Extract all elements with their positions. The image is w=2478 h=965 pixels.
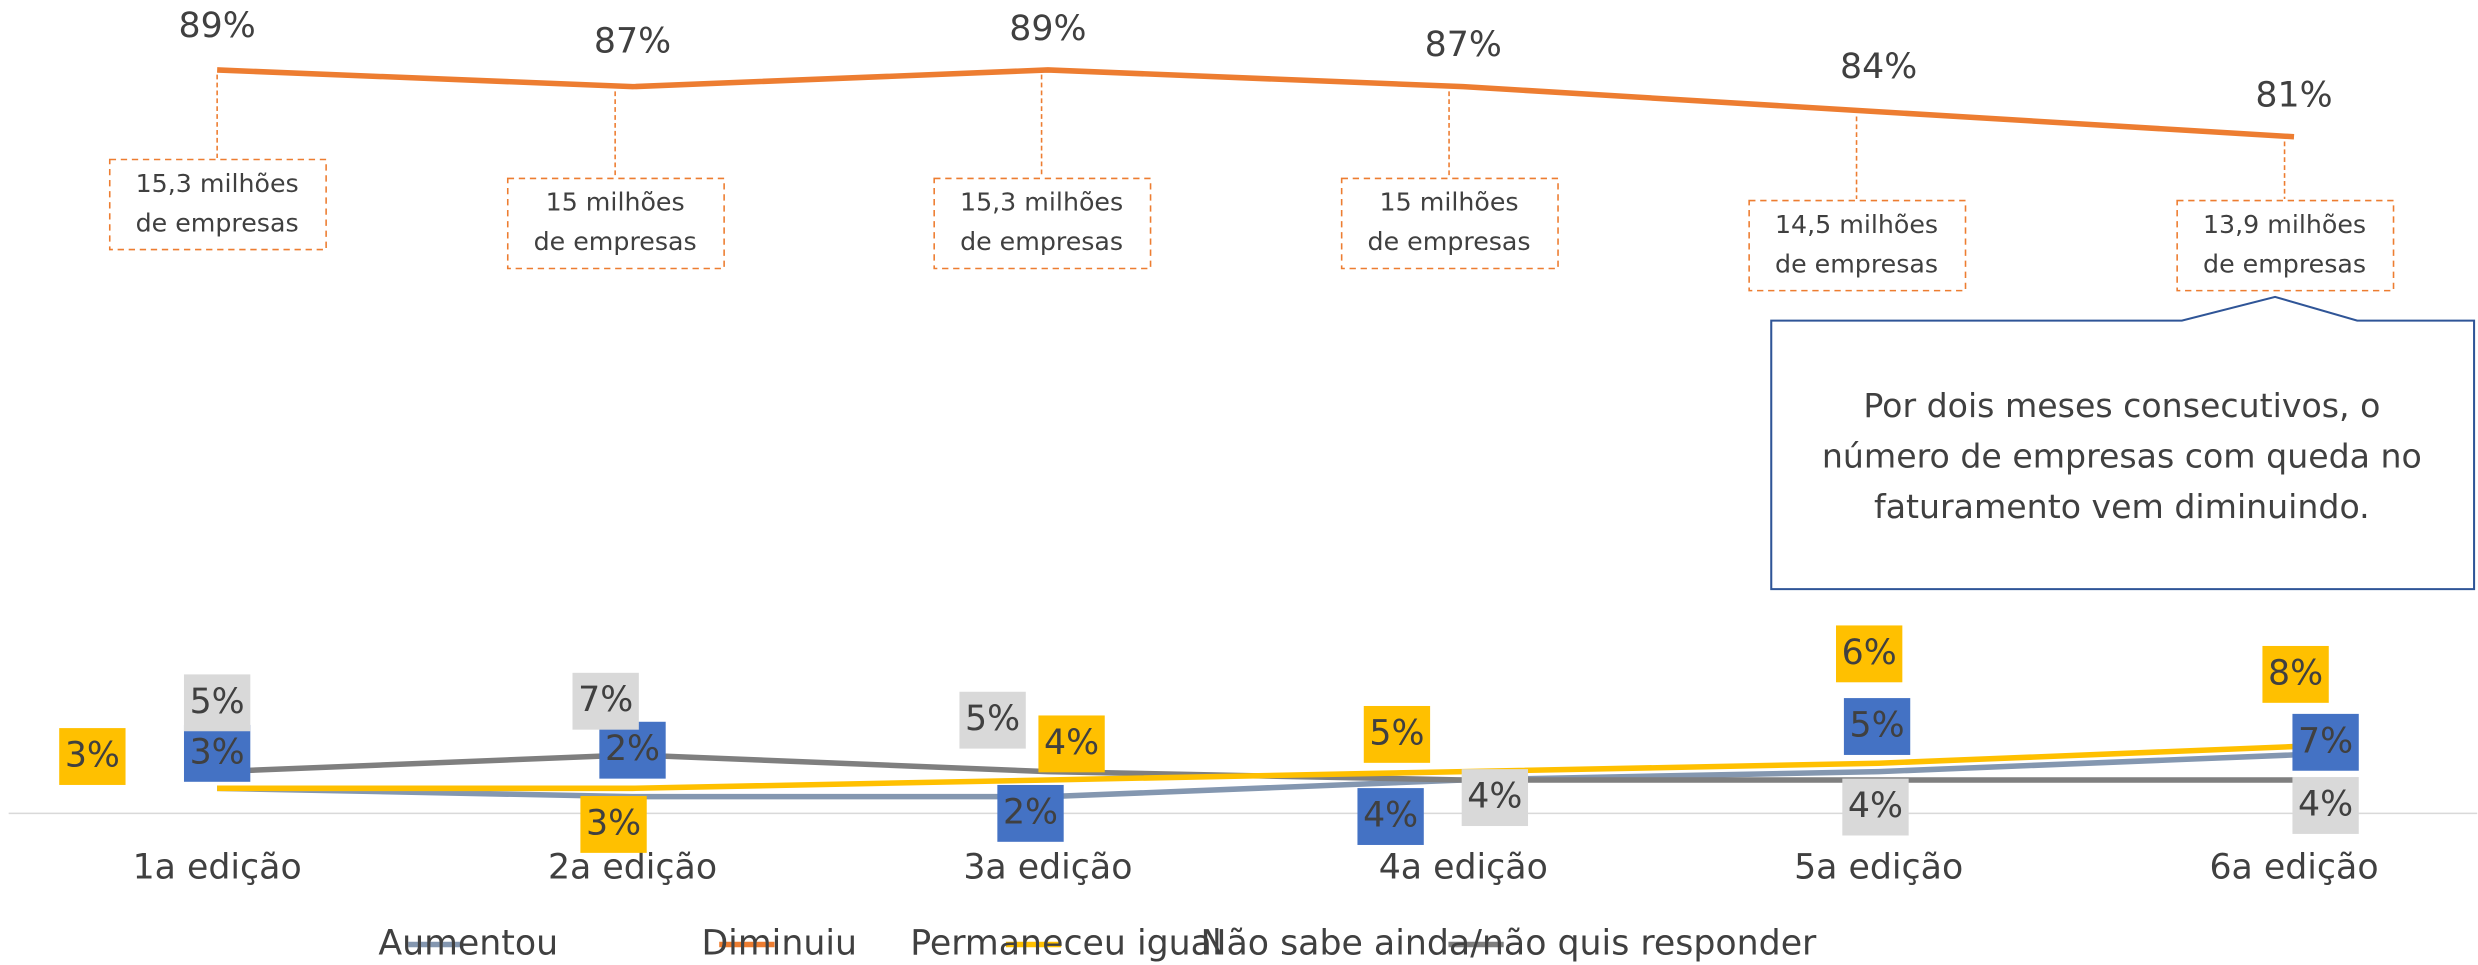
x-tick-label: 2a edição [548,848,717,888]
annotation-text: de empresas [1775,249,1938,278]
legend-label: Não sabe ainda/não quis responder [1201,923,1818,963]
annotation-text: 15,3 milhões [960,188,1123,217]
value-label-box [1843,698,1911,755]
line-series [217,752,2295,800]
legend-label: Diminuiu [701,923,857,963]
value-label-box [183,674,251,732]
value-label-box [959,691,1026,749]
value-label-box [1842,778,1909,836]
annotation-box [506,177,725,270]
value-label-box [1038,715,1105,773]
value-label: 4% [2298,784,2353,824]
value-label: 5% [1850,706,1905,746]
value-label-box [997,784,1064,842]
callout-text: faturamento vem diminuindo. [1874,487,2370,526]
value-label: 4% [1044,723,1099,763]
value-label: 2% [605,729,660,769]
value-label-box [599,721,666,779]
value-label: 3% [65,736,120,776]
value-label-box [183,724,251,782]
annotation-text: de empresas [960,227,1123,256]
annotation-text: 15 milhões [546,188,685,217]
callout-text: número de empresas com queda no [1822,437,2422,476]
callout-box [1770,295,2476,591]
value-label-box [1363,705,1431,763]
annotation-text: 15 milhões [1380,188,1519,217]
value-label: 5% [190,682,245,722]
x-tick-label: 4a edição [1379,848,1548,888]
value-label: 8% [2268,653,2323,693]
x-tick-label: 6a edição [2209,848,2378,888]
value-label: 4% [1848,786,1903,826]
value-label-box [1357,788,1424,845]
value-label: 4% [1467,777,1522,817]
legend-label: Aumentou [378,923,558,963]
annotation-box [1748,199,1967,292]
value-label-box [2292,713,2359,771]
value-label: 81% [2255,75,2332,115]
line-series [217,67,2295,140]
annotation-text: de empresas [2203,249,2366,278]
value-label: 6% [1842,633,1897,673]
value-label: 3% [190,732,245,772]
legend-label: Permaneceu igual [910,923,1221,963]
value-label: 5% [965,699,1020,739]
value-label: 7% [2298,721,2353,761]
annotation-box [933,177,1152,270]
value-label-box [572,672,639,730]
value-label: 4% [1363,796,1418,836]
annotation-text: 13,9 milhões [2203,210,2366,239]
value-label: 87% [594,22,671,62]
value-label: 89% [179,6,256,46]
value-label: 7% [578,680,633,720]
annotation-text: de empresas [534,227,697,256]
value-label: 2% [1003,792,1058,832]
x-tick-label: 1a edição [133,848,302,888]
annotation-box [2176,199,2395,292]
annotation-box [108,158,327,251]
value-label: 84% [1840,47,1917,87]
value-label-box [1461,769,1529,827]
value-label-box [2262,645,2329,703]
annotation-text: de empresas [1368,227,1531,256]
value-label: 3% [586,803,641,843]
annotation-text: de empresas [136,208,299,237]
value-label-box [580,796,647,853]
line-series [217,743,2295,792]
x-tick-label: 3a edição [963,848,1132,888]
value-label-box [2292,777,2359,834]
value-label: 89% [1009,9,1086,49]
value-label-box [59,728,126,785]
value-label-box [1836,625,1903,683]
annotation-text: 15,3 milhões [136,169,299,198]
annotation-box [1340,177,1559,270]
annotation-text: 14,5 milhões [1775,210,1938,239]
value-label: 87% [1425,25,1502,65]
value-label: 5% [1369,713,1424,753]
callout-text: Por dois meses consecutivos, o [1863,386,2380,425]
x-tick-label: 5a edição [1794,848,1963,888]
